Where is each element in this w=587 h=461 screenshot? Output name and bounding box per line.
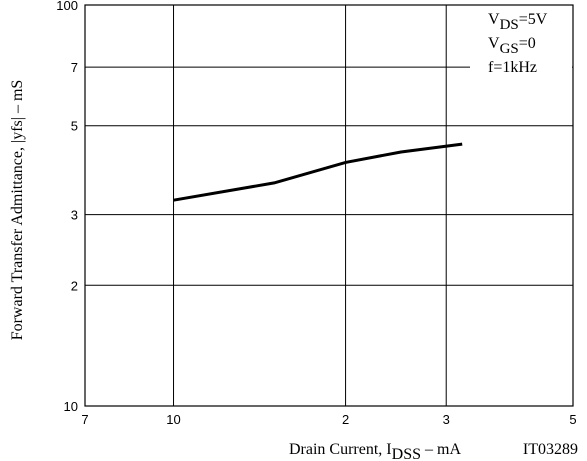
y-tick-label: 10 [64,399,78,414]
annotation: VDS=5V [488,11,548,33]
y-tick-label: 7 [71,60,78,75]
annotation: VGS=0 [488,35,536,57]
x-tick-label: 3 [443,412,450,427]
annotation-sub: DS [500,17,519,33]
y-tick-label: 5 [71,119,78,134]
annotation-text: =0 [519,35,536,52]
x-axis-label-text: – mA [421,441,461,458]
y-tick-label: 2 [71,278,78,293]
annotation-text: f=1kHz [488,59,537,76]
x-tick-label: 2 [342,412,349,427]
x-axis-label-text: Drain Current, I [289,441,392,458]
y-tick-label: 100 [56,0,78,13]
y-tick-label: 3 [71,208,78,223]
annotation-text: V [488,11,500,28]
annotation-sub: GS [500,41,519,57]
x-axis-label-sub: DSS [392,446,421,461]
figure-code: IT03289 [523,441,578,458]
plot-frame [84,4,574,407]
x-tick-label: 7 [81,412,88,427]
annotation: f=1kHz [488,59,537,76]
annotation-box [470,6,572,84]
annotation-text: =5V [519,11,548,28]
y-axis-label: Forward Transfer Admittance, |yfs| – mS [9,80,26,341]
annotation-text: V [488,35,500,52]
x-axis-label: Drain Current, IDSS – mA [289,441,461,461]
curve [173,142,463,202]
x-tick-label: 10 [166,412,180,427]
x-tick-label: 5 [569,412,576,427]
